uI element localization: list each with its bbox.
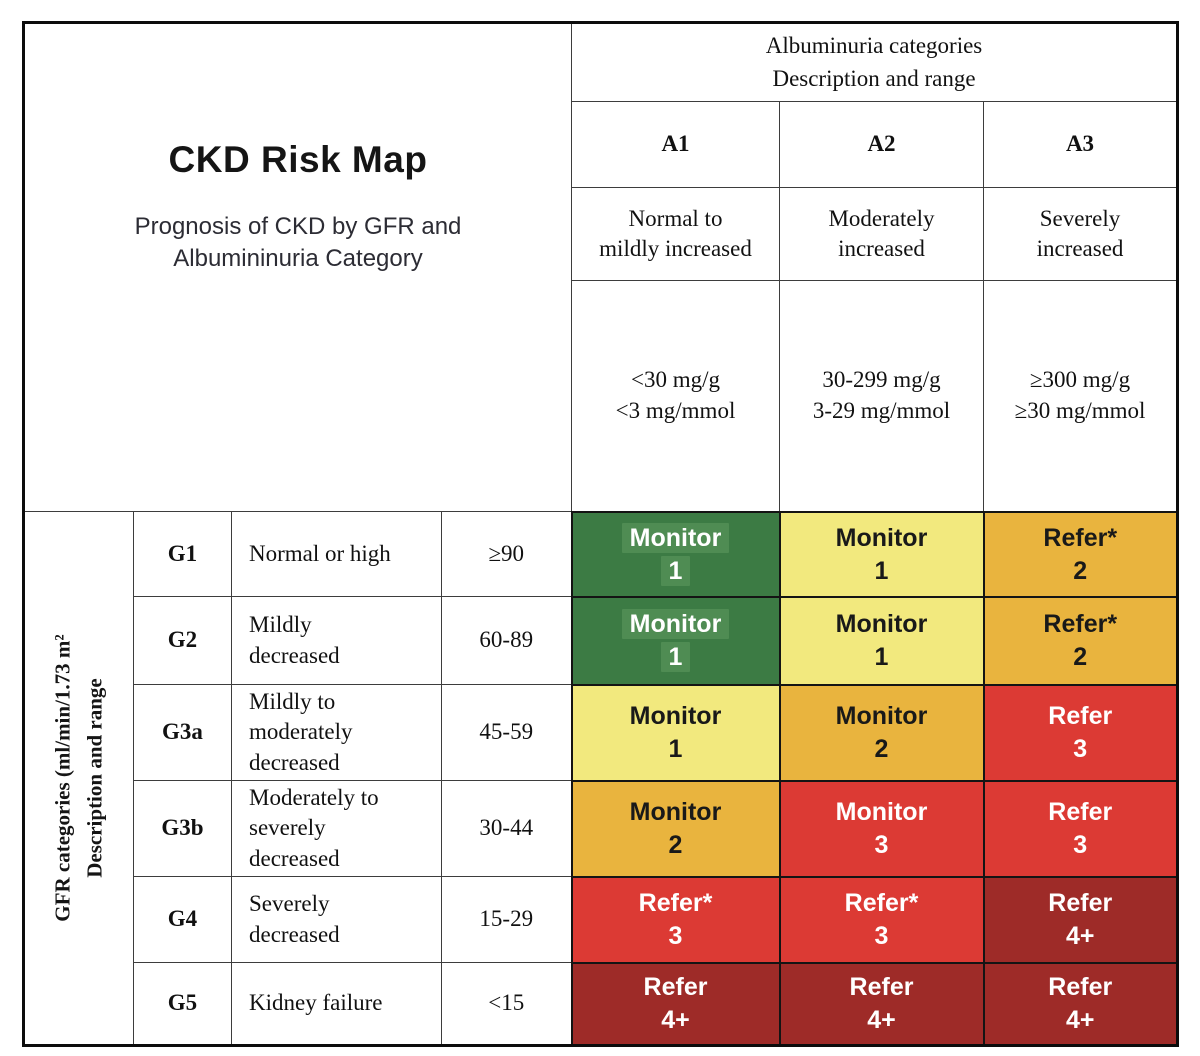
column-desc-a1: Normal to mildly increased <box>571 187 780 281</box>
gfr-desc-g5: Kidney failure <box>231 962 442 1047</box>
gfr-range-g3a: 45-59 <box>441 683 572 782</box>
risk-action: Refer <box>1048 798 1113 827</box>
risk-level: 2 <box>1073 556 1088 585</box>
risk-action: Refer <box>1048 973 1113 1002</box>
page-title: CKD Risk Map <box>168 139 428 180</box>
gfr-axis-cell: GFR categories (ml/min/1.73 m² Descripti… <box>23 510 134 1047</box>
risk-cell-g5-a2: Refer 4+ <box>778 961 985 1047</box>
risk-level: 2 <box>1073 643 1088 671</box>
risk-cell-g2-a1: Monitor 1 <box>570 595 781 686</box>
risk-cell-g1-a2: Monitor 1 <box>778 510 985 598</box>
gfr-range-g2: 60-89 <box>441 596 572 685</box>
risk-action: Refer <box>849 973 914 1002</box>
risk-cell-g3b-a1: Monitor 2 <box>570 779 781 878</box>
risk-level: 1 <box>874 556 889 585</box>
risk-cell-g5-a1: Refer 4+ <box>570 961 781 1047</box>
gfr-desc-g3b: Moderately to severely decreased <box>231 780 442 878</box>
gfr-desc-g1: Normal or high <box>231 511 442 597</box>
risk-action: Refer* <box>844 889 919 918</box>
risk-action: Monitor <box>835 610 928 638</box>
risk-level: 3 <box>668 922 683 951</box>
risk-cell-g1-a1: Monitor 1 <box>570 510 781 598</box>
risk-cell-g2-a2: Monitor 1 <box>778 595 985 686</box>
gfr-code-g3b: G3b <box>133 780 232 878</box>
risk-level: 1 <box>668 735 683 764</box>
risk-level: 4+ <box>867 1006 896 1035</box>
risk-action: Monitor <box>629 798 722 827</box>
gfr-axis-line2: Description and range <box>82 678 106 878</box>
risk-action: Refer <box>1048 889 1113 918</box>
risk-cell-g3b-a2: Monitor 3 <box>778 779 985 878</box>
risk-cell-g5-a3: Refer 4+ <box>982 961 1179 1047</box>
gfr-range-g1: ≥90 <box>441 511 572 597</box>
gfr-code-g1: G1 <box>133 511 232 597</box>
title-cell: CKD Risk Map Prognosis of CKD by GFR and… <box>23 22 572 512</box>
risk-level: 3 <box>1073 735 1088 764</box>
ckd-risk-map-table: CKD Risk Map Prognosis of CKD by GFR and… <box>22 21 1180 1048</box>
column-desc-a2: Moderately increased <box>779 187 984 281</box>
risk-level: 2 <box>668 831 683 860</box>
risk-action: Refer <box>643 973 708 1002</box>
gfr-range-g5: <15 <box>441 962 572 1047</box>
gfr-desc-g4: Severely decreased <box>231 876 442 964</box>
gfr-code-g5: G5 <box>133 962 232 1047</box>
risk-cell-g3a-a2: Monitor 2 <box>778 683 985 782</box>
risk-cell-g3a-a1: Monitor 1 <box>570 683 781 782</box>
risk-action: Monitor <box>621 522 730 553</box>
risk-level: 1 <box>660 555 691 586</box>
column-code-a2: A2 <box>779 101 984 188</box>
column-range-a1: <30 mg/g <3 mg/mmol <box>571 280 780 512</box>
risk-level: 1 <box>660 642 691 672</box>
column-range-a3: ≥300 mg/g ≥30 mg/mmol <box>982 280 1179 512</box>
risk-action: Refer* <box>638 889 713 918</box>
gfr-axis-label: GFR categories (ml/min/1.73 m² Descripti… <box>48 634 111 921</box>
risk-action: Refer* <box>1043 523 1118 552</box>
risk-level: 3 <box>1073 831 1088 860</box>
gfr-code-g4: G4 <box>133 876 232 964</box>
gfr-range-g3b: 30-44 <box>441 780 572 878</box>
risk-action: Monitor <box>835 702 928 731</box>
risk-action: Monitor <box>629 702 722 731</box>
page-subtitle: Prognosis of CKD by GFR and Albumininuri… <box>134 212 462 273</box>
albuminuria-header: Albuminuria categories Description and r… <box>570 22 1179 102</box>
gfr-code-g2: G2 <box>133 596 232 685</box>
risk-action: Monitor <box>835 523 928 552</box>
risk-action: Refer* <box>1043 610 1118 638</box>
risk-action: Monitor <box>621 609 730 639</box>
column-code-a1: A1 <box>571 101 780 188</box>
risk-level: 2 <box>874 735 889 764</box>
risk-cell-g1-a3: Refer* 2 <box>982 510 1179 598</box>
risk-action: Refer <box>1048 702 1113 731</box>
column-range-a2: 30-299 mg/g 3-29 mg/mmol <box>779 280 984 512</box>
gfr-range-g4: 15-29 <box>441 876 572 964</box>
risk-level: 4+ <box>1066 922 1095 951</box>
risk-level: 4+ <box>661 1006 690 1035</box>
risk-cell-g4-a3: Refer 4+ <box>982 875 1179 964</box>
gfr-desc-g3a: Mildly to moderately decreased <box>231 683 442 782</box>
risk-cell-g4-a2: Refer* 3 <box>778 875 985 964</box>
risk-level: 4+ <box>1066 1006 1095 1035</box>
risk-cell-g2-a3: Refer* 2 <box>982 595 1179 686</box>
risk-level: 3 <box>874 922 889 951</box>
column-code-a3: A3 <box>982 101 1179 188</box>
risk-cell-g3a-a3: Refer 3 <box>982 683 1179 782</box>
column-desc-a3: Severely increased <box>982 187 1179 281</box>
gfr-code-g3a: G3a <box>133 683 232 782</box>
gfr-axis-line1: GFR categories (ml/min/1.73 m² <box>50 634 75 922</box>
gfr-desc-g2: Mildly decreased <box>231 596 442 685</box>
risk-level: 1 <box>874 643 889 671</box>
risk-action: Monitor <box>835 798 928 827</box>
risk-level: 3 <box>874 831 889 860</box>
risk-cell-g3b-a3: Refer 3 <box>982 779 1179 878</box>
risk-cell-g4-a1: Refer* 3 <box>570 875 781 964</box>
